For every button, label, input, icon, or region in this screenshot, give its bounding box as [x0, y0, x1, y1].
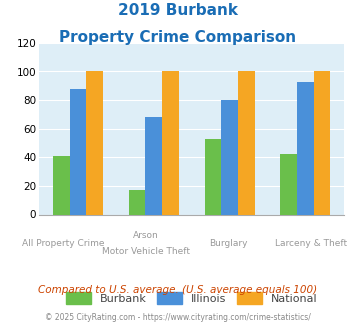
Text: Compared to U.S. average. (U.S. average equals 100): Compared to U.S. average. (U.S. average … [38, 285, 317, 295]
Bar [221, 100, 238, 214]
Bar [204, 139, 221, 214]
Bar [86, 72, 103, 214]
Text: 2019 Burbank: 2019 Burbank [118, 3, 237, 18]
Bar [70, 89, 86, 214]
Text: © 2025 CityRating.com - https://www.cityrating.com/crime-statistics/: © 2025 CityRating.com - https://www.city… [45, 313, 310, 322]
Text: All Property Crime: All Property Crime [22, 239, 105, 248]
Bar [53, 156, 70, 214]
Bar [280, 154, 297, 214]
Text: Arson: Arson [133, 231, 159, 240]
Text: Larceny & Theft: Larceny & Theft [275, 239, 347, 248]
Bar [238, 72, 255, 214]
Bar [314, 72, 331, 214]
Bar [297, 82, 314, 214]
Bar [162, 72, 179, 214]
Text: Property Crime Comparison: Property Crime Comparison [59, 30, 296, 45]
Text: Motor Vehicle Theft: Motor Vehicle Theft [102, 248, 190, 256]
Bar [146, 117, 162, 214]
Text: Burglary: Burglary [209, 239, 248, 248]
Legend: Burbank, Illinois, National: Burbank, Illinois, National [66, 292, 317, 304]
Bar [129, 190, 146, 214]
